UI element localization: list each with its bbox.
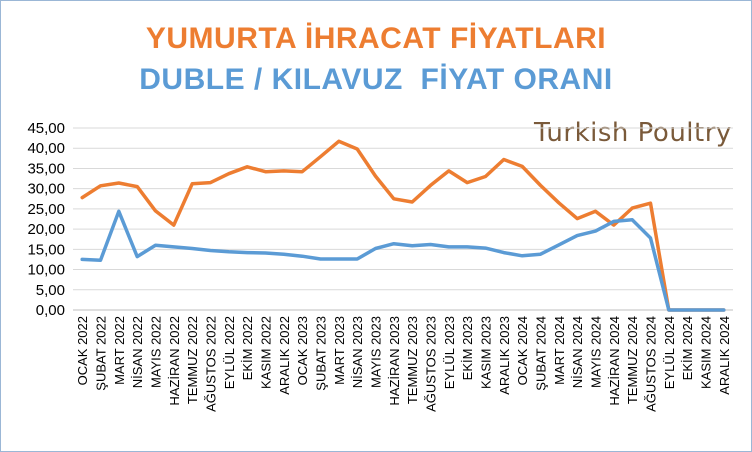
series-line-1 xyxy=(80,139,726,312)
x-tick-label: HAZİRAN 2022 xyxy=(167,316,182,406)
x-tick-label: HAZİRAN 2024 xyxy=(607,316,622,406)
x-axis-ticks: OCAK 2022 ŞUBAT 2022 MART 2022 NİSAN 2022 MA… xyxy=(75,316,732,412)
turkish-poultry-logo: Turkish Poultry xyxy=(534,118,732,158)
x-tick-label: NİSAN 2022 xyxy=(130,316,145,388)
x-tick-label: KASIM 2022 xyxy=(259,316,274,389)
x-tick-label: OCAK 2024 xyxy=(515,316,530,385)
chart-subtitle: DUBLE / KILAVUZ FİYAT ORANI xyxy=(139,63,613,96)
y-tick-label: 30,00 xyxy=(27,181,65,198)
x-tick-label: EKİM 2023 xyxy=(460,316,475,380)
x-tick-label: NİSAN 2024 xyxy=(570,316,585,388)
x-tick-label: EYLÜL 2022 xyxy=(222,316,237,389)
y-tick-label: 25,00 xyxy=(27,201,65,218)
x-tick-label: EYLÜL 2023 xyxy=(442,316,457,389)
gridlines xyxy=(73,127,733,311)
x-tick-label: ARALIK 2024 xyxy=(717,316,732,395)
x-tick-label: EYLÜL 2024 xyxy=(662,316,677,389)
x-tick-label: TEMMUZ 2022 xyxy=(185,316,200,404)
x-tick-label: MART 2022 xyxy=(112,316,127,385)
series-line-2 xyxy=(80,209,726,312)
y-tick-label: 0,00 xyxy=(36,302,65,319)
x-tick-label: MAYIS 2024 xyxy=(589,316,604,388)
x-tick-label: KASIM 2024 xyxy=(699,316,714,389)
x-tick-label: KASIM 2023 xyxy=(479,316,494,389)
x-tick-label: AĞUSTOS 2023 xyxy=(424,316,439,412)
y-tick-label: 10,00 xyxy=(27,262,65,279)
x-tick-label: EKİM 2024 xyxy=(680,316,695,380)
x-tick-label: OCAK 2022 xyxy=(75,316,90,385)
y-tick-label: 20,00 xyxy=(27,221,65,238)
y-tick-label: 35,00 xyxy=(27,160,65,177)
x-tick-label: ŞUBAT 2022 xyxy=(94,316,109,391)
y-tick-label: 45,00 xyxy=(27,120,65,137)
x-tick-label: MAYIS 2023 xyxy=(369,316,384,388)
x-tick-label: TEMMUZ 2024 xyxy=(625,316,640,404)
x-tick-label: ŞUBAT 2023 xyxy=(314,316,329,391)
x-tick-label: ŞUBAT 2024 xyxy=(534,316,549,391)
x-tick-label: MART 2024 xyxy=(552,316,567,385)
x-tick-label: OCAK 2023 xyxy=(295,316,310,385)
logo-wordmark: Turkish Poultry xyxy=(534,118,732,148)
y-axis-ticks: 0,00 5,00 10,00 15,00 20,00 25,00 30,00 35,00 40… xyxy=(27,120,65,319)
x-tick-label: ARALIK 2022 xyxy=(277,316,292,395)
y-tick-label: 5,00 xyxy=(36,282,65,299)
y-tick-label: 40,00 xyxy=(27,140,65,157)
x-tick-label: AĞUSTOS 2024 xyxy=(644,316,659,412)
x-tick-label: ARALIK 2023 xyxy=(497,316,512,395)
series-lines xyxy=(80,139,726,312)
chart-title: YUMURTA İHRACAT FİYATLARI xyxy=(145,22,607,55)
x-tick-label: TEMMUZ 2023 xyxy=(405,316,420,404)
x-tick-label: AĞUSTOS 2022 xyxy=(204,316,219,412)
x-tick-label: HAZİRAN 2023 xyxy=(387,316,402,406)
x-tick-label: MAYIS 2022 xyxy=(149,316,164,388)
x-tick-label: MART 2023 xyxy=(332,316,347,385)
x-tick-label: EKİM 2022 xyxy=(240,316,255,380)
x-tick-label: NİSAN 2023 xyxy=(350,316,365,388)
y-tick-label: 15,00 xyxy=(27,241,65,258)
